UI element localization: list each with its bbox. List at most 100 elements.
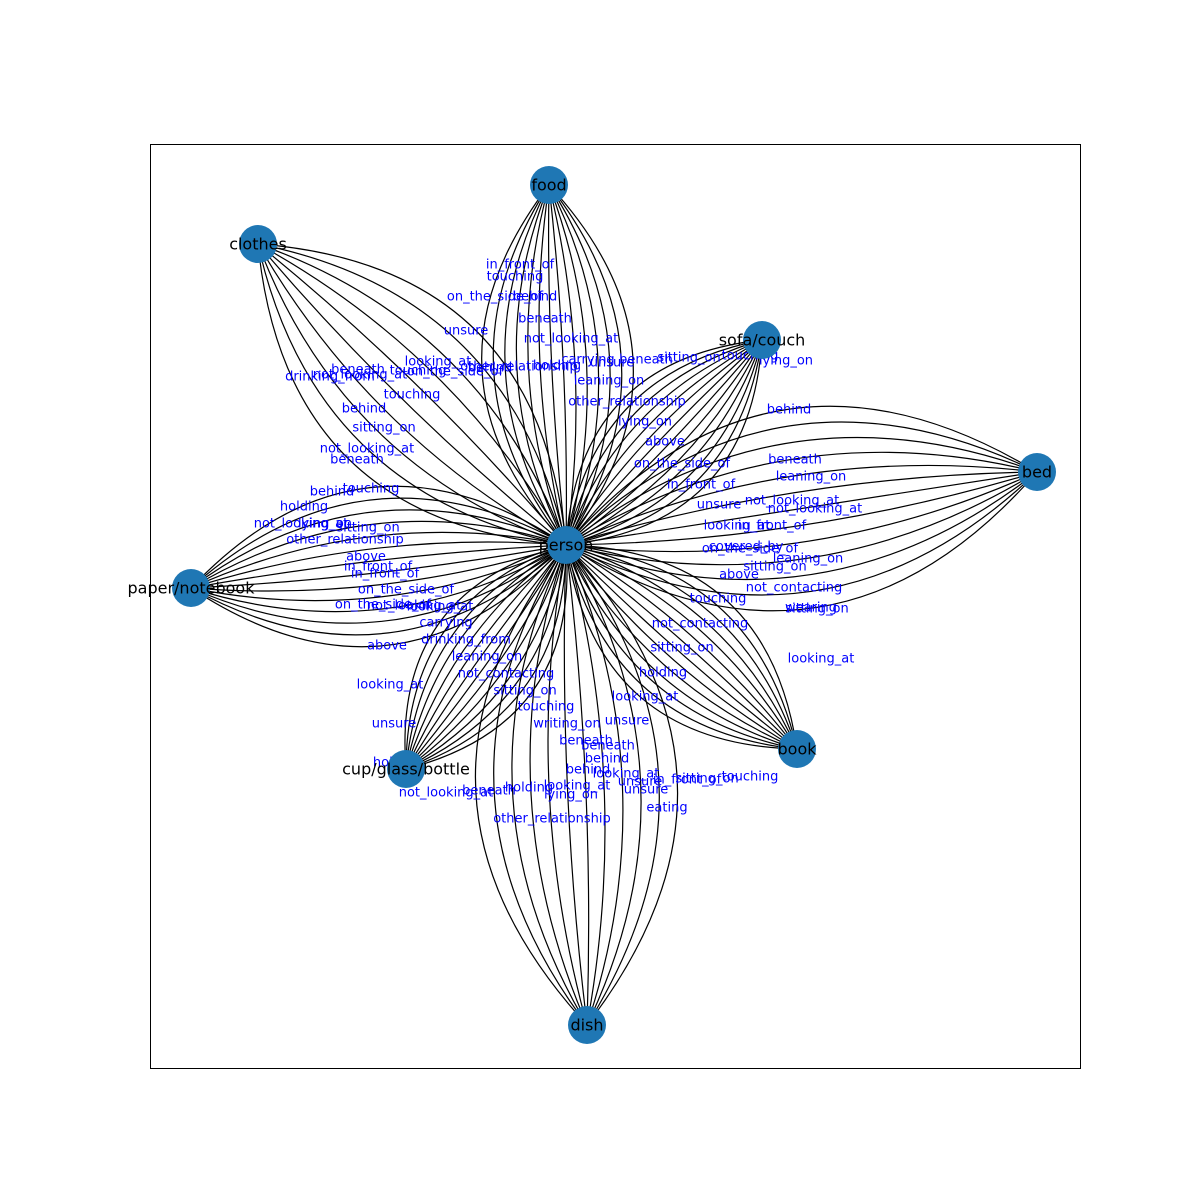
edge-person-sofa-touching [565, 339, 763, 546]
edge-label: beneath [331, 363, 385, 378]
edge-label: leaning_on [773, 552, 844, 567]
edge-person-cup-touching [405, 544, 567, 770]
edge-person-clothes-in_front_of [257, 243, 567, 546]
edge-person-bed-covered_by [565, 471, 1038, 546]
edge-person-sofa-lying_on [565, 339, 763, 546]
edge-label: beneath [559, 734, 613, 749]
edge-label: not_looking_at [399, 786, 494, 801]
edge-label: behind [468, 361, 513, 376]
plot-frame [150, 144, 1081, 1069]
node-sofa[interactable] [743, 321, 781, 359]
edge-person-sofa-not_looking_at [565, 339, 763, 546]
edge-label: not_contacting [746, 581, 843, 596]
edge-label: covered_by [709, 540, 784, 555]
edge-person-book-carrying [565, 544, 798, 750]
edge-label: behind [513, 290, 558, 305]
edge-label: on_the_side_of [407, 365, 504, 380]
edge-person-food-not_looking_at [538, 184, 567, 546]
edge-person-food-behind [515, 184, 567, 546]
edge-label: beneath [581, 739, 635, 754]
edge-label: holding [280, 500, 328, 515]
edge-person-book-unsure [565, 544, 798, 750]
edge-person-dish-touching [474, 544, 588, 1026]
edge-person-bed-behind [565, 405, 1038, 546]
edge-label: behind [310, 485, 355, 500]
node-dish[interactable] [568, 1006, 606, 1044]
edge-person-dish-lying_on [565, 544, 590, 1026]
edge-person-food-in_front_of [481, 184, 567, 546]
edge-person-dish-looking_at [565, 544, 606, 1026]
edge-person-bed-wearing [565, 471, 1038, 612]
edge-person-sofa-looking_at [565, 339, 763, 546]
edge-label: behind [566, 763, 611, 778]
edge-label: behind [767, 403, 812, 418]
edge-label: carrying [561, 353, 614, 368]
edge-person-paper-holding [190, 544, 567, 613]
edge-label: looking_at [788, 652, 855, 667]
edge-person-food-sitting_on [548, 184, 634, 546]
edge-label: looking_at [593, 767, 660, 782]
edge-person-dish-in_front_of [547, 544, 588, 1026]
edge-person-dish-behind [565, 544, 642, 1026]
node-book[interactable] [778, 730, 816, 768]
edge-labels-layer: in_front_oftouchingon_the_side_ofbehindb… [254, 258, 863, 827]
edge-label: in_front_of [738, 519, 807, 534]
edge-person-paper-other_relationship [190, 544, 567, 589]
node-cup[interactable] [387, 750, 425, 788]
edge-person-cup-looking_at [405, 544, 567, 770]
node-label-sofa: sofa/couch [719, 331, 806, 350]
edge-person-dish-unsure [563, 544, 588, 1026]
edge-label: other_relationship [460, 360, 578, 375]
edge-label: leaning_on [776, 470, 847, 485]
node-clothes[interactable] [239, 225, 277, 263]
edges-layer [190, 184, 1038, 1026]
node-paper[interactable] [172, 569, 210, 607]
node-person[interactable] [547, 526, 585, 564]
edge-person-cup-drinking_from [405, 544, 568, 770]
edge-label: beneath [462, 784, 516, 799]
edge-label: not_contacting [652, 617, 749, 632]
edge-label: touching [518, 700, 575, 715]
edge-person-clothes-on_the_side_of [257, 243, 567, 546]
edge-label: in_front_of [344, 560, 413, 575]
edge-person-book-behind [565, 544, 798, 750]
node-label-book: book [778, 740, 818, 759]
edge-person-dish-not_looking_at [493, 544, 588, 1026]
edge-label: unsure [590, 356, 635, 371]
edge-person-dish-holding [565, 544, 624, 1026]
edge-label: not_looking_at [367, 599, 462, 614]
edge-label: unsure [624, 783, 669, 798]
edge-person-cup-unsure [405, 544, 567, 770]
edge-person-sofa-behind [565, 339, 763, 546]
edge-label: lying_on [544, 788, 598, 803]
edge-person-cup-beneath [405, 544, 567, 770]
edge-label: eating [646, 801, 687, 816]
edge-label: in_front_of [351, 567, 420, 582]
node-label-food: food [531, 176, 566, 195]
node-label-dish: dish [570, 1016, 603, 1035]
edge-label: behind [342, 402, 387, 417]
edge-label: leaning_on [452, 650, 523, 665]
edge-person-food-holding [548, 184, 577, 546]
edge-label: above [367, 639, 407, 654]
edge-person-clothes-behind [257, 243, 567, 546]
edge-person-bed-on_the_side_of [565, 471, 1038, 546]
edge-label: not_looking_at [768, 502, 863, 517]
edge-label: unsure [697, 498, 742, 513]
edge-label: lying_on [759, 354, 813, 369]
edge-person-paper-writing_on [190, 497, 567, 589]
edge-person-book-looking_at [565, 544, 798, 750]
node-label-bed: bed [1022, 463, 1052, 482]
edge-label: on_the_side_of [447, 290, 544, 305]
edge-person-paper-beneath [190, 544, 567, 648]
edge-person-bed-in_front_of [565, 464, 1038, 546]
node-bed[interactable] [1018, 453, 1056, 491]
edge-person-sofa-leaning_on [565, 339, 763, 546]
edge-person-cup-carrying [404, 544, 567, 770]
edge-person-dish-writing_on [565, 544, 679, 1026]
node-food[interactable] [530, 166, 568, 204]
edge-person-food-looking_at [548, 184, 568, 546]
edge-label: lying_on [298, 517, 352, 532]
edge-label: not_looking_at [313, 368, 408, 383]
edge-person-book-holding [565, 544, 798, 750]
